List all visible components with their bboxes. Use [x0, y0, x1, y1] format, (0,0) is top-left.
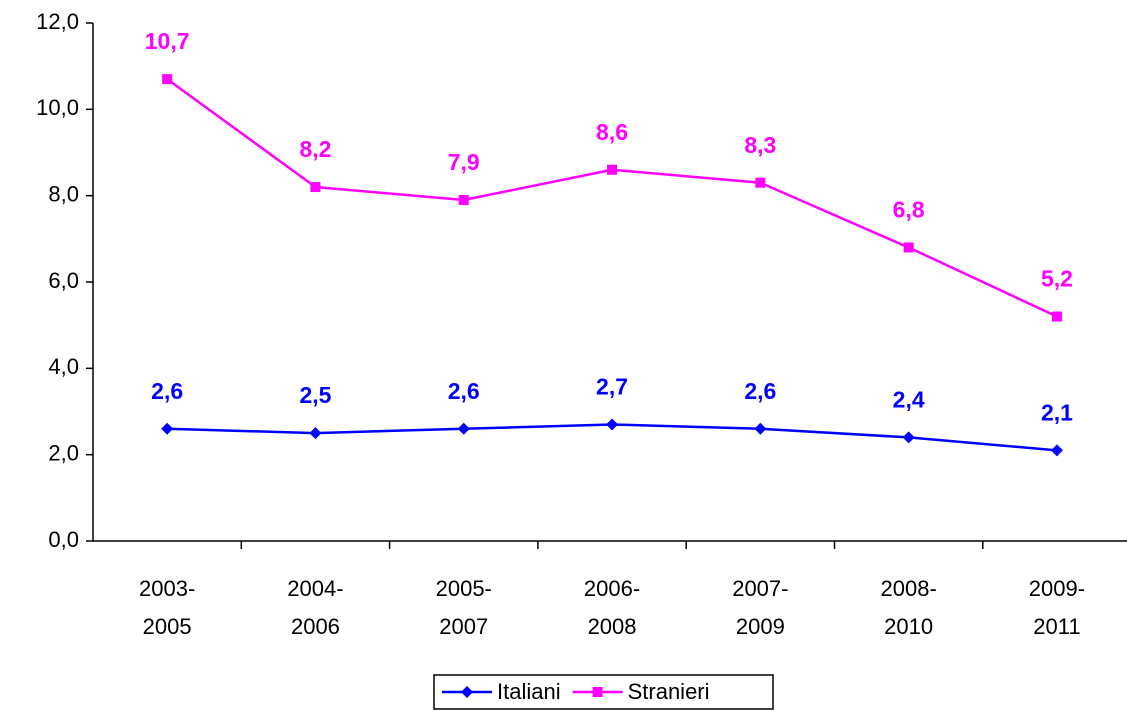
x-tick-line: 2008-	[881, 576, 937, 601]
marker	[310, 182, 321, 193]
data-label: 8,6	[596, 119, 628, 145]
marker	[458, 194, 469, 205]
marker	[903, 242, 914, 253]
marker	[1050, 444, 1063, 457]
marker	[754, 422, 767, 435]
x-tick-label: 2004- 2006	[287, 576, 343, 639]
data-label: 8,2	[299, 136, 331, 162]
y-tick-label: 10,0	[36, 95, 79, 120]
data-label: 2,4	[893, 386, 925, 412]
marker	[309, 427, 322, 440]
data-label: 10,7	[145, 28, 190, 54]
marker	[161, 422, 174, 435]
x-tick-line: 2005-	[436, 576, 492, 601]
y-tick-label: 4,0	[48, 354, 79, 379]
x-tick-line: 2008	[588, 614, 637, 639]
data-label: 2,6	[151, 378, 183, 404]
x-tick-label: 2008- 2010	[881, 576, 937, 639]
legend-label: Stranieri	[628, 679, 710, 704]
data-label: 8,3	[744, 132, 776, 158]
marker	[461, 686, 473, 698]
marker	[902, 431, 915, 444]
marker	[755, 177, 766, 188]
x-tick-label: 2009- 2011	[1029, 576, 1085, 639]
data-label: 7,9	[448, 149, 480, 175]
x-tick-line: 2004-	[287, 576, 343, 601]
x-tick-label: 2006- 2008	[584, 576, 640, 639]
marker	[457, 422, 470, 435]
x-tick-line: 2011	[1033, 614, 1080, 639]
marker	[162, 74, 173, 85]
data-label: 6,8	[893, 197, 925, 223]
legend-label: Italiani	[497, 679, 561, 704]
y-tick-label: 0,0	[48, 527, 79, 552]
x-tick-line: 2009-	[1029, 576, 1085, 601]
marker	[592, 687, 603, 697]
x-tick-line: 2007-	[732, 576, 788, 601]
marker	[607, 164, 618, 175]
data-label: 2,6	[744, 378, 776, 404]
x-tick-line: 2005	[143, 614, 192, 639]
x-tick-label: 2003- 2005	[139, 576, 195, 639]
legend: Italiani Stranieri	[433, 674, 774, 710]
x-tick-label: 2005- 2007	[436, 576, 492, 639]
y-tick-label: 2,0	[48, 440, 79, 465]
x-tick-line: 2009	[736, 614, 785, 639]
x-tick-line: 2003-	[139, 576, 195, 601]
x-tick-label: 2007- 2009	[732, 576, 788, 639]
x-tick-line: 2006-	[584, 576, 640, 601]
marker	[1051, 311, 1062, 322]
marker	[606, 418, 619, 431]
y-tick-label: 6,0	[48, 268, 79, 293]
x-tick-line: 2006	[291, 614, 340, 639]
y-tick-label: 12,0	[36, 9, 79, 34]
data-label: 2,6	[448, 378, 480, 404]
data-label: 5,2	[1041, 266, 1073, 292]
x-tick-line: 2010	[884, 614, 933, 639]
data-label: 2,5	[299, 382, 331, 408]
x-tick-line: 2007	[439, 614, 488, 639]
data-label: 2,1	[1041, 399, 1073, 425]
data-label: 2,7	[596, 374, 628, 400]
y-tick-label: 8,0	[48, 181, 79, 206]
